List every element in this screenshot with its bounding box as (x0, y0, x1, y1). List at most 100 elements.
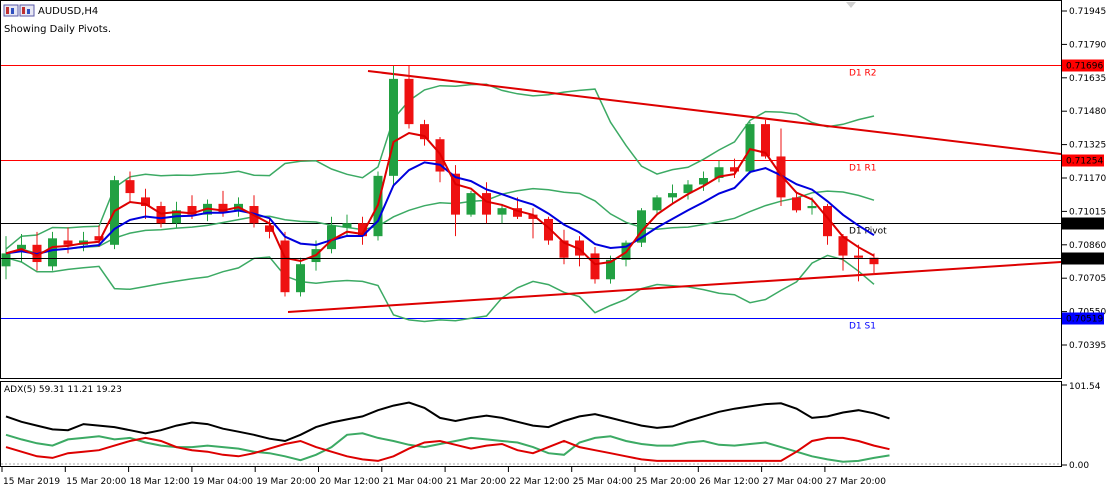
symbol-timeframe: AUDUSD,H4 (38, 6, 98, 17)
resistance-trendline[interactable] (367, 70, 1062, 155)
price-tick: 0.71635 (1069, 74, 1106, 84)
candle[interactable] (606, 255, 615, 284)
candle[interactable] (683, 180, 693, 200)
window-header: AUDUSD,H4 Showing Daily Pivots. (3, 2, 856, 35)
candle[interactable] (32, 231, 42, 271)
candle[interactable] (358, 216, 367, 245)
pivot-name: D1 R2 (849, 69, 877, 79)
pivot-price-value: 0.70961 (1066, 220, 1103, 230)
trendlines[interactable] (287, 70, 1062, 313)
candle[interactable] (792, 193, 801, 213)
adx-label: ADX(5) 59.31 11.21 19.23 (4, 385, 122, 395)
time-label: 27 Mar 04:00 (763, 477, 823, 487)
time-label: 21 Mar 20:00 (446, 477, 506, 487)
adx-axis-top: 101.54 (1069, 382, 1101, 392)
candle[interactable] (745, 121, 755, 174)
adx-plus-di-line (5, 432, 890, 463)
candle[interactable] (404, 65, 414, 129)
candle[interactable] (79, 231, 88, 252)
middle-band (5, 187, 875, 255)
time-label: 21 Mar 04:00 (383, 477, 443, 487)
fast-ma-line (5, 131, 875, 266)
pivot-price-box (1062, 312, 1104, 325)
candle[interactable] (544, 216, 553, 245)
upper-band (5, 83, 875, 250)
time-label: 19 Mar 20:00 (256, 477, 316, 487)
price-tick: 0.71170 (1069, 174, 1106, 184)
envelope-bands (5, 83, 875, 323)
candle[interactable] (466, 190, 476, 217)
time-label: 15 Mar 2019 (3, 477, 60, 487)
candle[interactable] (528, 208, 538, 239)
current-price-box (1062, 252, 1104, 265)
time-label: 19 Mar 04:00 (193, 477, 253, 487)
time-label: 26 Mar 12:00 (699, 477, 759, 487)
candle[interactable] (327, 216, 336, 254)
indicator-frame (0, 381, 1062, 467)
candle[interactable] (265, 218, 274, 239)
pivots-subtitle: Showing Daily Pivots. (4, 24, 111, 35)
moving-averages (5, 131, 875, 266)
candle[interactable] (699, 171, 708, 191)
slow-ma-line (5, 161, 875, 256)
main-chart-frame (0, 0, 1062, 379)
candle[interactable] (280, 231, 290, 297)
candle[interactable] (714, 160, 724, 183)
price-tick: 0.71015 (1069, 207, 1106, 217)
pivot-price-value: 0.70519 (1066, 315, 1103, 325)
candle[interactable] (823, 203, 832, 245)
candle[interactable] (389, 65, 398, 185)
adx-lines (5, 401, 890, 463)
candle[interactable] (652, 195, 662, 215)
price-tick: 0.70395 (1069, 341, 1106, 351)
time-label: 25 Mar 04:00 (573, 477, 633, 487)
chart-window-icon[interactable] (3, 4, 19, 17)
lower-band (5, 254, 875, 323)
candle[interactable] (513, 197, 522, 219)
candle[interactable] (668, 184, 677, 204)
time-label: 15 Mar 20:00 (66, 477, 126, 487)
candle[interactable] (854, 244, 863, 282)
adx-main-line (5, 401, 890, 443)
pivot-price-box (1062, 217, 1104, 230)
scroll-marker-icon[interactable] (846, 2, 856, 8)
pivot-name: D1 R1 (849, 164, 877, 174)
candle[interactable] (637, 208, 646, 247)
candle[interactable] (420, 119, 429, 146)
support-trendline[interactable] (287, 261, 1062, 313)
time-label: 25 Mar 20:00 (636, 477, 696, 487)
time-label: 20 Mar 12:00 (320, 477, 380, 487)
adx-minus-di-line (5, 436, 890, 462)
time-label: 27 Mar 20:00 (826, 477, 886, 487)
candle[interactable] (94, 225, 104, 247)
candle[interactable] (838, 234, 848, 271)
candle[interactable] (156, 201, 166, 228)
candle[interactable] (776, 128, 786, 207)
candle[interactable] (559, 229, 569, 265)
candle[interactable] (869, 253, 879, 275)
candle[interactable] (296, 257, 305, 297)
price-tick: 0.71325 (1069, 141, 1106, 151)
current-price-value: 0.70798 (1066, 255, 1103, 265)
candle[interactable] (590, 246, 600, 284)
pivot-price-box (1062, 154, 1104, 167)
price-axis: 0.71945 0.71790 0.71635 0.71480 0.71325 0.711… (1062, 7, 1106, 351)
price-tick: 0.70705 (1069, 274, 1106, 284)
price-tick: 0.71480 (1069, 107, 1106, 117)
pivot-price-box (1062, 59, 1104, 72)
time-axis: 15 Mar 2019 15 Mar 20:00 18 Mar 12:00 19 Ma… (1, 467, 886, 487)
price-tick: 0.70860 (1069, 241, 1106, 251)
candle[interactable] (497, 203, 507, 224)
candle[interactable] (17, 234, 26, 263)
price-tick: 0.71790 (1069, 40, 1106, 50)
candle[interactable] (249, 195, 259, 228)
chart-window-icon-2[interactable] (19, 4, 35, 17)
candle[interactable] (48, 231, 57, 271)
adx-axis-bottom: 0.00 (1069, 461, 1089, 471)
candle[interactable] (1, 236, 11, 280)
pivot-price-value: 0.71254 (1066, 157, 1103, 167)
candles (1, 65, 879, 297)
candle[interactable] (125, 171, 135, 202)
